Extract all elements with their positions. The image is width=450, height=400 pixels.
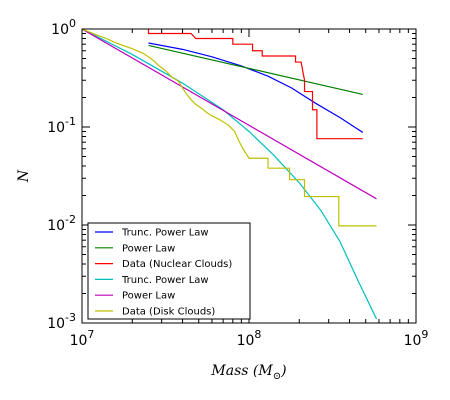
y-tick-base: 10 [47,120,65,136]
x-tick-exponent: 8 [254,328,261,341]
legend-label-3: Data (Nuclear Clouds) [122,259,232,270]
x-axis-label-word: Mass ( [210,363,259,379]
y-tick-base: 10 [47,218,65,234]
x-tick-exponent: 9 [421,328,428,341]
legend-label-4: Trunc. Power Law [121,275,209,286]
series-line-6 [82,29,377,227]
x-tick-base: 10 [237,333,255,349]
x-axis-label-M: M [257,363,273,379]
series-line-4 [82,29,378,320]
y-tick-exponent: 0 [69,17,76,30]
y-tick-label-1: 10-2 [47,213,76,234]
x-tick-label-0: 107 [70,328,95,349]
plot-frame [81,28,417,324]
legend-label-6: Data (Disk Clouds) [122,307,215,318]
x-axis-label-close: ) [280,363,286,379]
legend-label-1: Trunc. Power Law [121,228,209,239]
y-tick-exponent: -3 [65,311,76,324]
y-axis-label: N [16,169,32,183]
legend-label-2: Power Law [122,243,175,254]
y-tick-exponent: -1 [65,115,76,128]
x-tick-label-2: 109 [404,328,429,349]
x-tick-label-1: 108 [237,328,262,349]
x-tick-exponent: 7 [87,328,94,341]
x-tick-base: 10 [70,333,88,349]
x-tick-base: 10 [404,333,422,349]
y-tick-base: 10 [47,316,65,332]
series-line-5 [82,29,377,200]
y-tick-exponent: -2 [65,213,76,226]
y-tick-label-3: 100 [51,17,76,38]
legend-box [87,222,251,320]
y-tick-base: 10 [51,22,69,38]
legend-label-5: Power Law [122,291,175,302]
x-axis-label-sun: ⊙ [273,371,281,382]
legend: Trunc. Power Law Power Law Data (Nuclear C… [87,222,251,320]
series-line-1 [148,42,364,133]
series-line-3 [147,29,363,140]
y-tick-label-0: 10-3 [47,311,76,332]
series-line-2 [148,44,363,96]
y-tick-label-2: 10-1 [47,115,76,136]
series-layer [82,29,378,320]
x-axis-label: Mass (M⊙) [210,363,286,382]
